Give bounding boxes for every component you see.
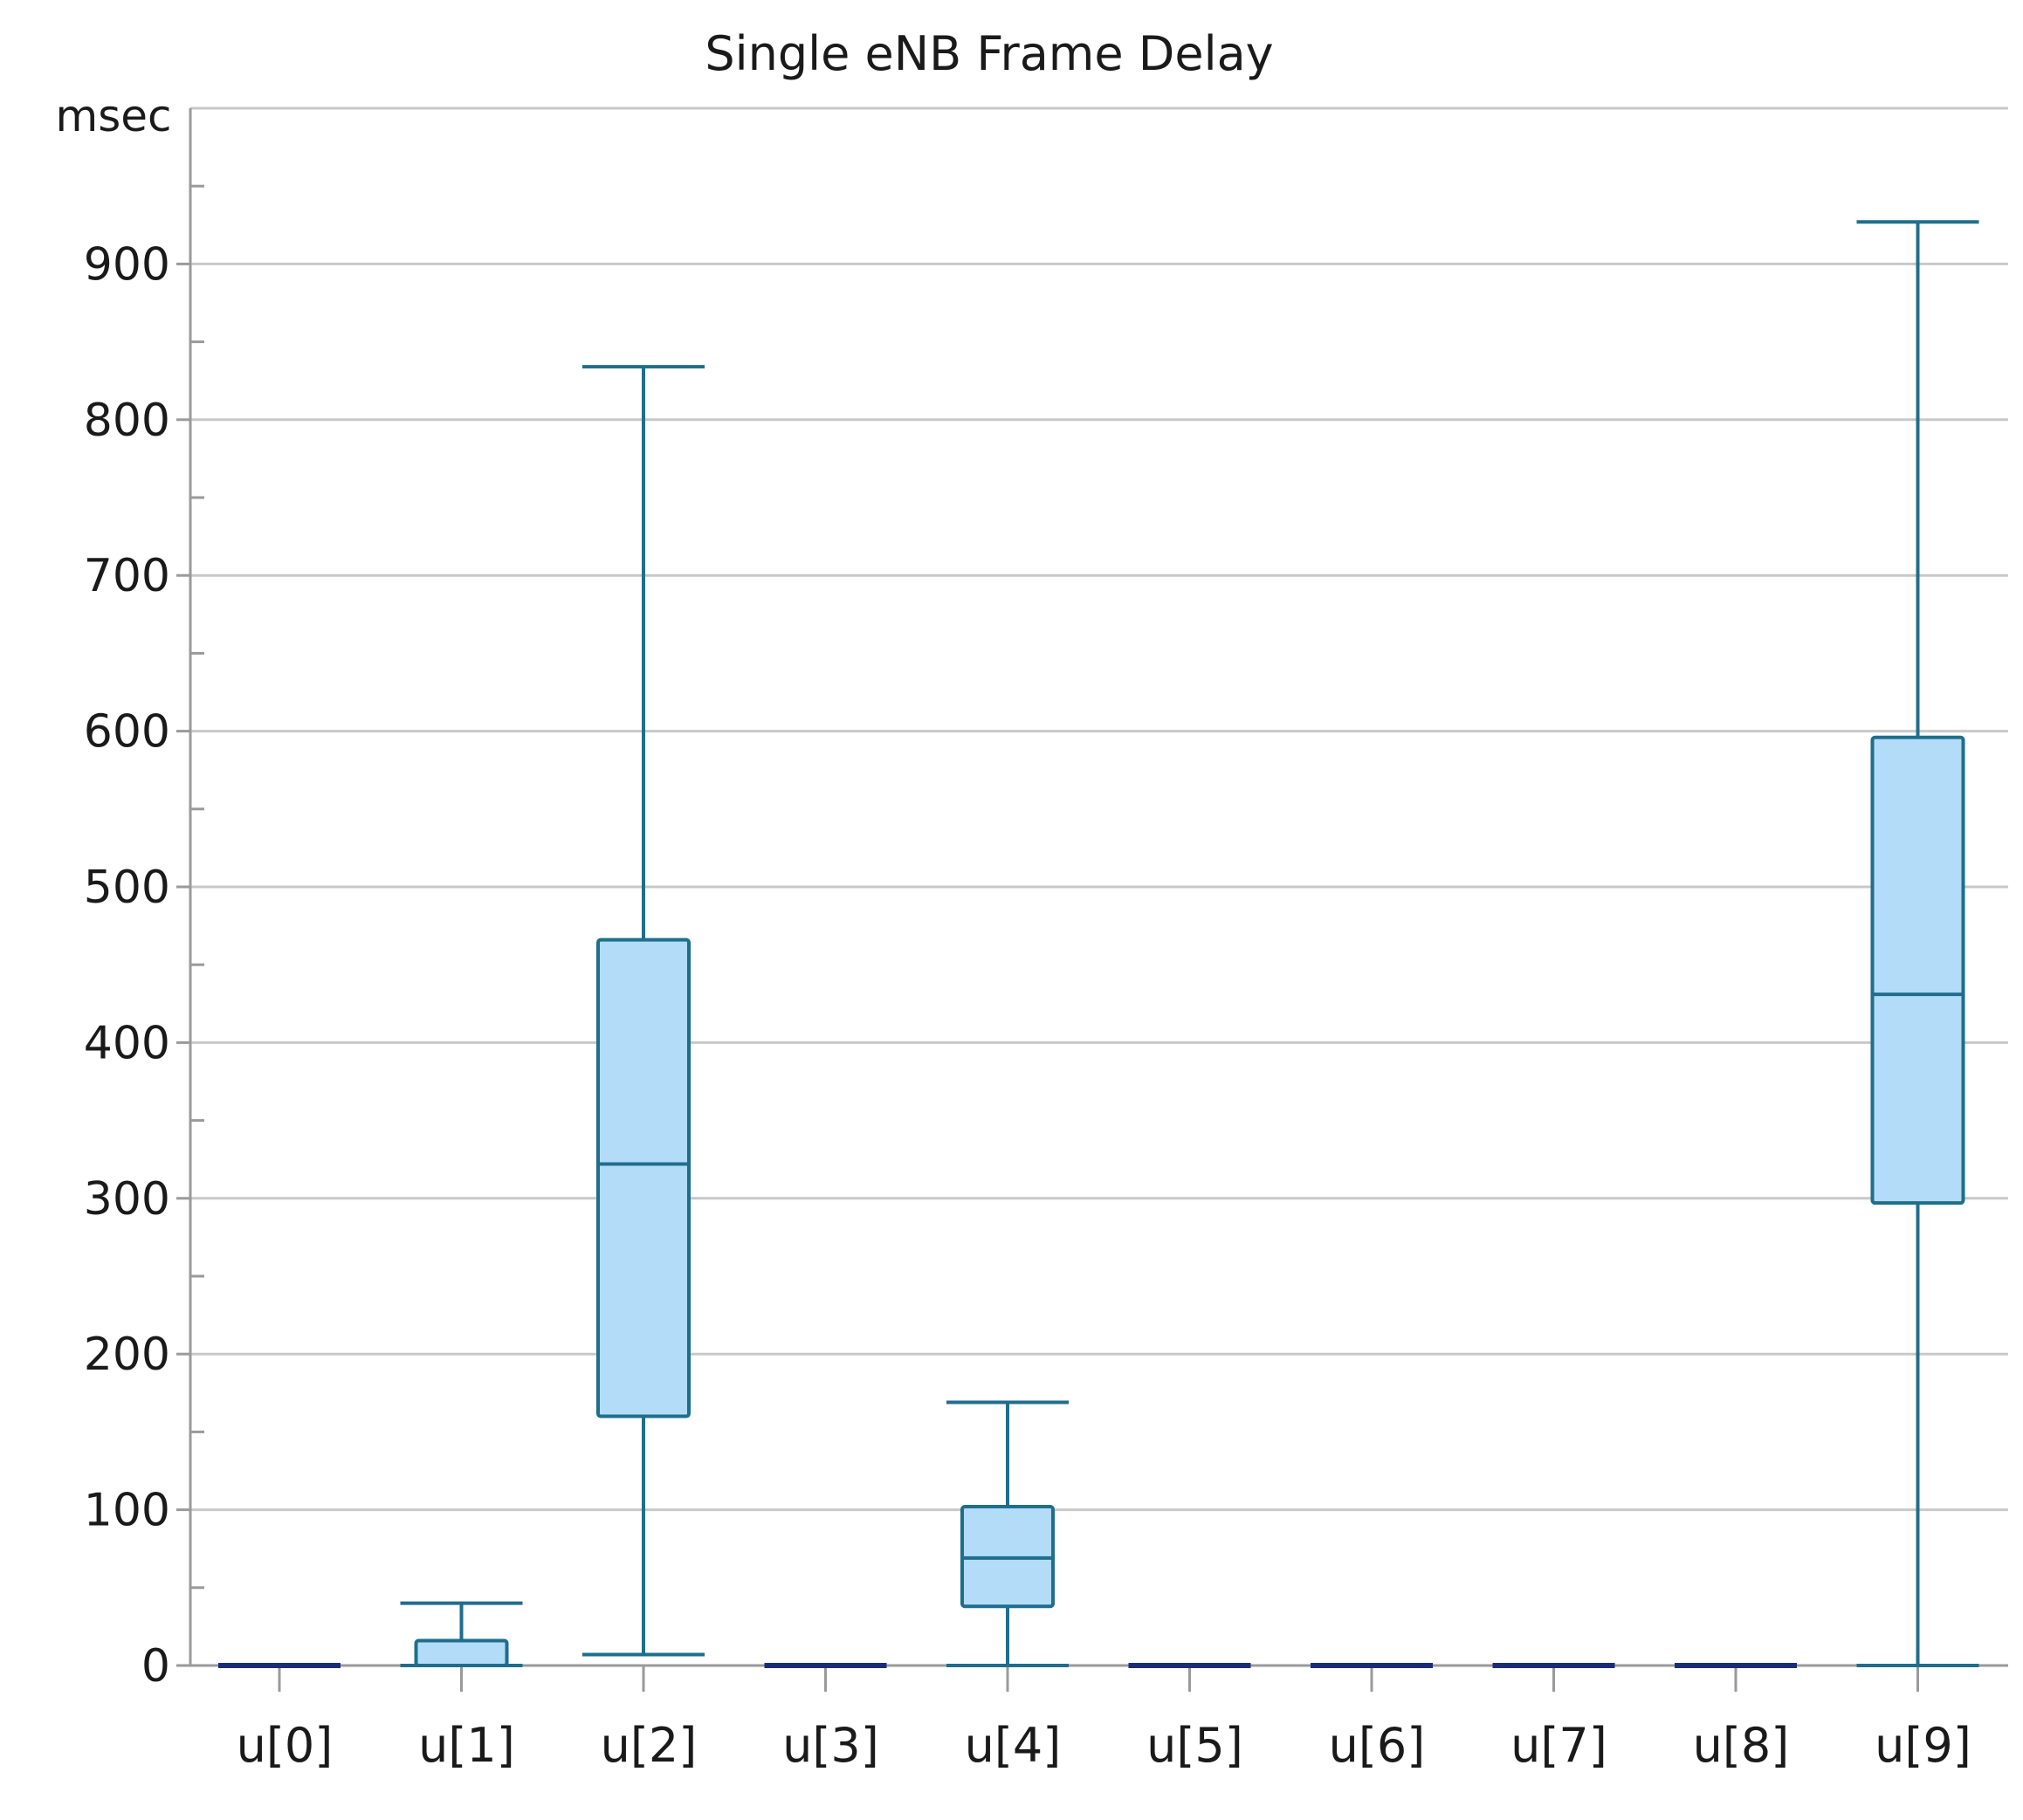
chart-title: Single eNB Frame Delay: [705, 26, 1273, 81]
y-tick-label: 200: [84, 1329, 170, 1381]
box-1: [414, 1638, 509, 1668]
y-tick-label: 300: [84, 1173, 170, 1226]
x-tick-label: u[7]: [1510, 1718, 1607, 1773]
y-tick-label: 900: [84, 238, 170, 291]
x-tick-label: u[8]: [1693, 1718, 1790, 1773]
x-tick-label: u[1]: [418, 1718, 515, 1773]
axes: [176, 108, 2008, 1692]
y-tick-label: 100: [84, 1485, 170, 1537]
x-tick-label: u[0]: [237, 1718, 334, 1773]
y-tick-label: 400: [84, 1017, 170, 1069]
box-9: [1870, 735, 1965, 1205]
y-tick-label: 0: [141, 1640, 170, 1693]
y-tick-label: 500: [84, 862, 170, 914]
y-tick-label: 800: [84, 395, 170, 447]
x-tick-label: u[4]: [965, 1718, 1062, 1773]
x-tick-label: u[9]: [1875, 1718, 1971, 1773]
x-tick-label: u[5]: [1146, 1718, 1243, 1773]
x-tick-label: u[3]: [782, 1718, 879, 1773]
box-2: [596, 937, 691, 1418]
boxes: [218, 220, 1979, 1668]
y-axis-unit-label: msec: [55, 91, 171, 141]
x-tick-label: u[2]: [601, 1718, 698, 1773]
tick-labels: 0 100 200 300 400 500 600 700 800 900 u[0] u[1] u[2]…: [84, 238, 1971, 1773]
gridlines: [190, 106, 2008, 1512]
y-tick-label: 700: [84, 550, 170, 602]
x-tick-label: u[6]: [1329, 1718, 1426, 1773]
y-tick-label: 600: [84, 706, 170, 759]
